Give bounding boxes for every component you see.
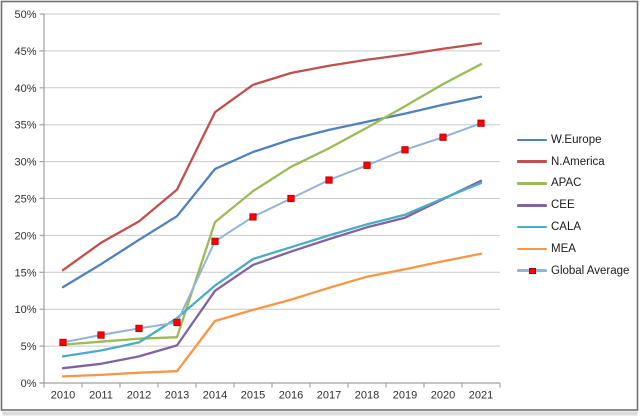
legend-label: APAC: [551, 177, 582, 190]
x-axis-label: 2017: [317, 390, 341, 402]
legend-swatch: [517, 179, 547, 187]
series-line-apac: [61, 63, 483, 346]
legend-swatch: [517, 267, 547, 275]
legend-swatch: [517, 158, 547, 166]
x-axis-label: 2013: [165, 390, 189, 402]
legend-item-cala: CALA: [517, 216, 629, 238]
global-average-marker: [401, 146, 409, 154]
y-axis-label: 10%: [14, 304, 36, 316]
legend-line-swatch: [517, 138, 547, 142]
global-average-marker: [325, 176, 333, 184]
x-axis-label: 2020: [431, 390, 455, 402]
global-average-marker: [363, 161, 371, 169]
y-axis-label: 50%: [14, 9, 36, 21]
global-average-marker: [211, 237, 219, 245]
chart-legend: W.Europe N.America APAC CEE CALA MEA Glo…: [517, 129, 629, 282]
legend-item-apac: APAC: [517, 173, 629, 195]
y-axis-label: 5%: [21, 341, 37, 353]
global-average-marker: [173, 318, 181, 327]
global-average-marker: [249, 213, 257, 221]
x-axis-label: 2014: [203, 390, 227, 402]
legend-swatch: [517, 245, 547, 253]
y-axis-label: 40%: [14, 83, 36, 95]
series-line-mea: [61, 252, 483, 378]
legend-item-cee: CEE: [517, 194, 629, 216]
legend-label: MEA: [551, 242, 576, 255]
global-average-marker: [97, 331, 105, 339]
series-line-global-average: [62, 122, 482, 344]
legend-label: W.Europe: [551, 133, 602, 146]
global-average-marker: [287, 194, 295, 203]
x-axis-label: 2018: [355, 390, 379, 402]
legend-line-swatch: [517, 203, 547, 207]
x-axis-label: 2010: [51, 390, 75, 402]
legend-item-mea: MEA: [517, 238, 629, 260]
y-axis-label: 15%: [14, 267, 36, 279]
global-average-marker: [477, 119, 485, 127]
legend-label: Global Average: [551, 264, 630, 277]
legend-item-global-average: Global Average: [517, 260, 629, 282]
series-line-cee: [61, 179, 483, 370]
global-average-marker: [439, 133, 447, 141]
x-axis-label: 2021: [469, 390, 493, 402]
series-line-w-europe: [61, 95, 483, 289]
legend-swatch: [517, 201, 547, 209]
x-axis-label: 2016: [279, 390, 303, 402]
y-axis-label: 30%: [14, 157, 36, 169]
global-average-marker: [59, 338, 67, 347]
x-axis-label: 2019: [393, 390, 417, 402]
y-axis-label: 35%: [14, 120, 36, 132]
y-axis-label: 45%: [14, 46, 36, 58]
series-line-n-america: [61, 42, 483, 272]
y-axis-label: 0%: [21, 378, 37, 390]
legend-line-swatch: [517, 160, 547, 163]
legend-item-weurope: W.Europe: [517, 129, 629, 151]
legend-line-swatch: [517, 247, 547, 251]
x-axis-label: 2011: [89, 390, 113, 402]
legend-line-swatch: [517, 182, 547, 185]
y-axis-label: 20%: [14, 230, 36, 242]
y-axis-label: 25%: [14, 194, 36, 206]
legend-line-swatch: [517, 225, 547, 229]
legend-swatch: [517, 223, 547, 231]
x-axis-label: 2015: [241, 390, 265, 402]
legend-marker-square: [529, 267, 536, 275]
legend-swatch: [517, 136, 547, 144]
global-average-marker: [135, 324, 143, 332]
x-axis-label: 2012: [127, 390, 151, 402]
legend-label: CALA: [551, 221, 582, 234]
legend-label: CEE: [551, 199, 575, 212]
series-line-cala: [61, 181, 483, 358]
legend-label: N.America: [551, 155, 605, 168]
frame-bottom-strip: [2, 411, 638, 416]
legend-item-namerica: N.America: [517, 151, 629, 173]
